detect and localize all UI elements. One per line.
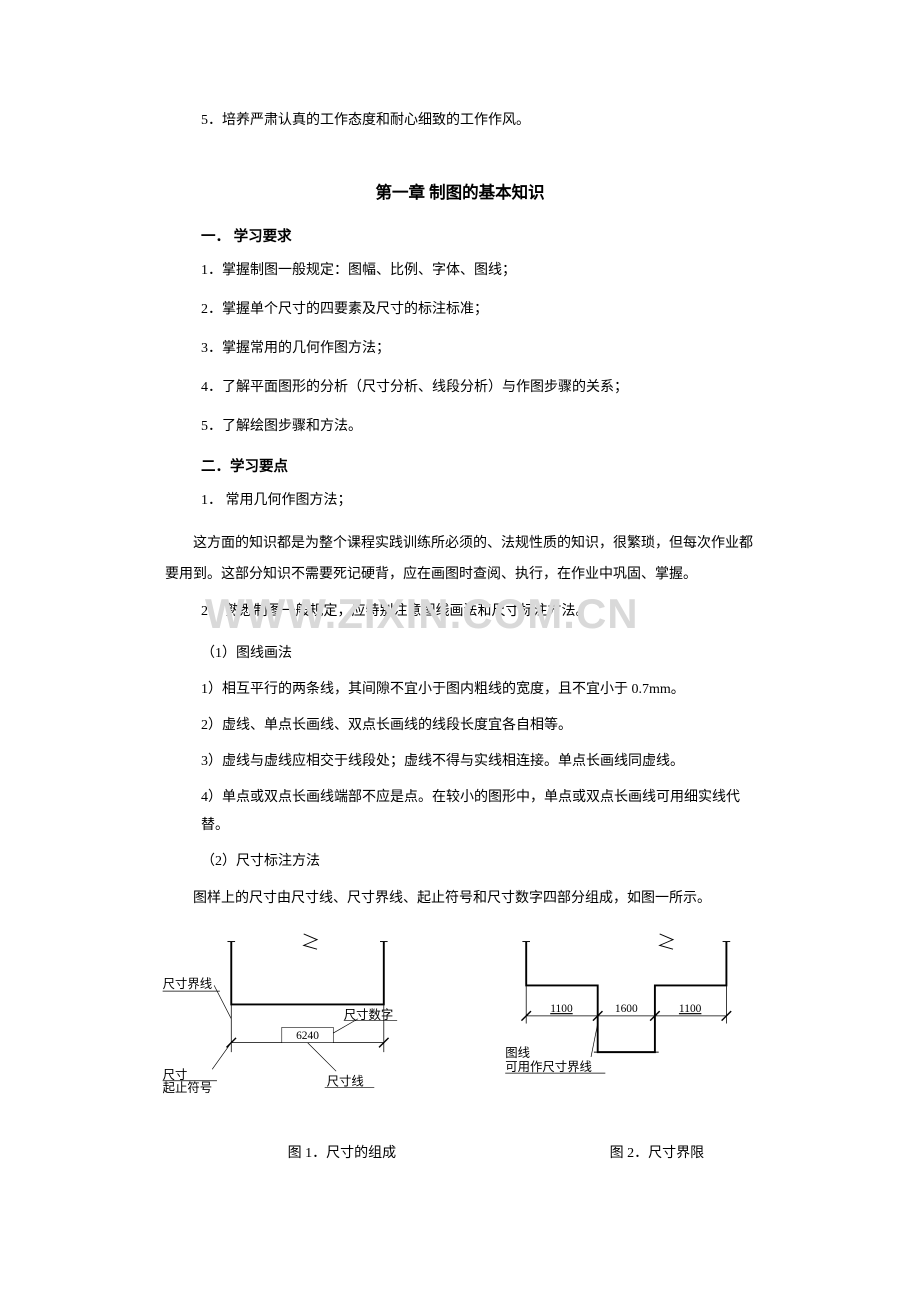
fig1-dim-num-label: 尺寸数字 — [344, 1007, 394, 1022]
figure-1: 6240 尺寸界线 尺寸数字 尺寸 起止符号 尺寸线 — [155, 924, 441, 1104]
chapter-title: 第一章 制图的基本知识 — [165, 179, 755, 203]
s2-sub-b: （2）尺寸标注方法 — [165, 848, 755, 876]
fig1-ext-line-label: 尺寸界线 — [163, 978, 213, 992]
figure-2: 1100 1600 1100 图线 可用作尺寸界线 — [469, 924, 755, 1104]
section1-head: 一． 学习要求 — [201, 225, 755, 246]
fig1-caption: 图 1．尺寸的组成 — [225, 1142, 459, 1162]
fig2-d3: 1100 — [679, 1003, 702, 1015]
fig1-term-2: 起止符号 — [163, 1081, 213, 1096]
fig2-line2-label: 可用作尺寸界线 — [505, 1061, 592, 1075]
s1-item-1: 1．掌握制图一般规定：图幅、比例、字体、图线； — [165, 260, 755, 281]
s2-para-2: 图样上的尺寸由尺寸线、尺寸界线、起止符号和尺寸数字四部分组成，如图一所示。 — [165, 884, 755, 915]
fig2-caption: 图 2．尺寸界限 — [559, 1142, 755, 1162]
fig2-line1-label: 图线 — [505, 1046, 530, 1060]
figure-captions: 图 1．尺寸的组成 图 2．尺寸界限 — [165, 1142, 755, 1162]
s2-sub-a: （1）图线画法 — [165, 640, 755, 668]
s2-b3: 3）虚线与虚线应相交于线段处；虚线不得与实线相连接。单点长画线同虚线。 — [165, 748, 755, 776]
s1-item-5: 5．了解绘图步骤和方法。 — [165, 416, 755, 437]
fig1-value: 6240 — [296, 1030, 319, 1042]
s2-item-2: 2． 熟悉制图一般规定，应特别注意图线画法和尺寸标注方法。 — [165, 601, 755, 622]
s2-b1: 1）相互平行的两条线，其间隙不宜小于图内粗线的宽度，且不宜小于 0.7mm。 — [165, 676, 755, 704]
s2-b2: 2）虚线、单点长画线、双点长画线的线段长度宜各自相等。 — [165, 712, 755, 740]
intro-item-5: 5．培养严肃认真的工作态度和耐心细致的工作作风。 — [165, 110, 755, 131]
s2-para-1: 这方面的知识都是为整个课程实践训练所必须的、法规性质的知识，很繁琐，但每次作业都… — [165, 529, 755, 591]
page: WWW.ZIXIN.COM.CN 5．培养严肃认真的工作态度和耐心细致的工作作风… — [0, 0, 920, 1302]
s1-item-2: 2．掌握单个尺寸的四要素及尺寸的标注标准； — [165, 299, 755, 320]
fig2-d2: 1600 — [615, 1003, 638, 1015]
fig2-d1: 1100 — [550, 1003, 573, 1015]
fig1-term-1: 尺寸 — [163, 1068, 188, 1082]
fig1-dim-line-label: 尺寸线 — [327, 1075, 364, 1089]
s2-b4: 4）单点或双点长画线端部不应是点。在较小的图形中，单点或双点长画线可用细实线代替… — [165, 784, 755, 840]
section2-head: 二．学习要点 — [201, 455, 755, 476]
s1-item-4: 4．了解平面图形的分析（尺寸分析、线段分析）与作图步骤的关系； — [165, 377, 755, 398]
s1-item-3: 3．掌握常用的几何作图方法； — [165, 338, 755, 359]
figures-row: 6240 尺寸界线 尺寸数字 尺寸 起止符号 尺寸线 — [155, 924, 755, 1104]
s2-item-1: 1． 常用几何作图方法； — [165, 490, 755, 511]
